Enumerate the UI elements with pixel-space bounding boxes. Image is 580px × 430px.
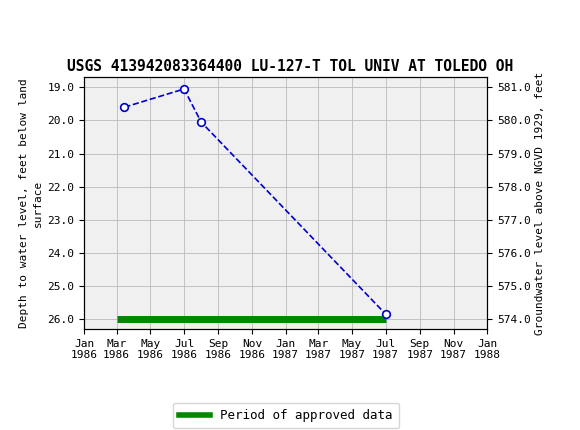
Text: ΞUSGS: ΞUSGS [9,10,75,28]
Legend: Period of approved data: Period of approved data [172,403,399,428]
Text: USGS: USGS [41,10,96,28]
Y-axis label: Depth to water level, feet below land
surface: Depth to water level, feet below land su… [19,78,44,328]
Bar [3,4,38,35]
Text: USGS 413942083364400 LU-127-T TOL UNIV AT TOLEDO OH: USGS 413942083364400 LU-127-T TOL UNIV A… [67,59,513,74]
Y-axis label: Groundwater level above NGVD 1929, feet: Groundwater level above NGVD 1929, feet [535,71,545,335]
